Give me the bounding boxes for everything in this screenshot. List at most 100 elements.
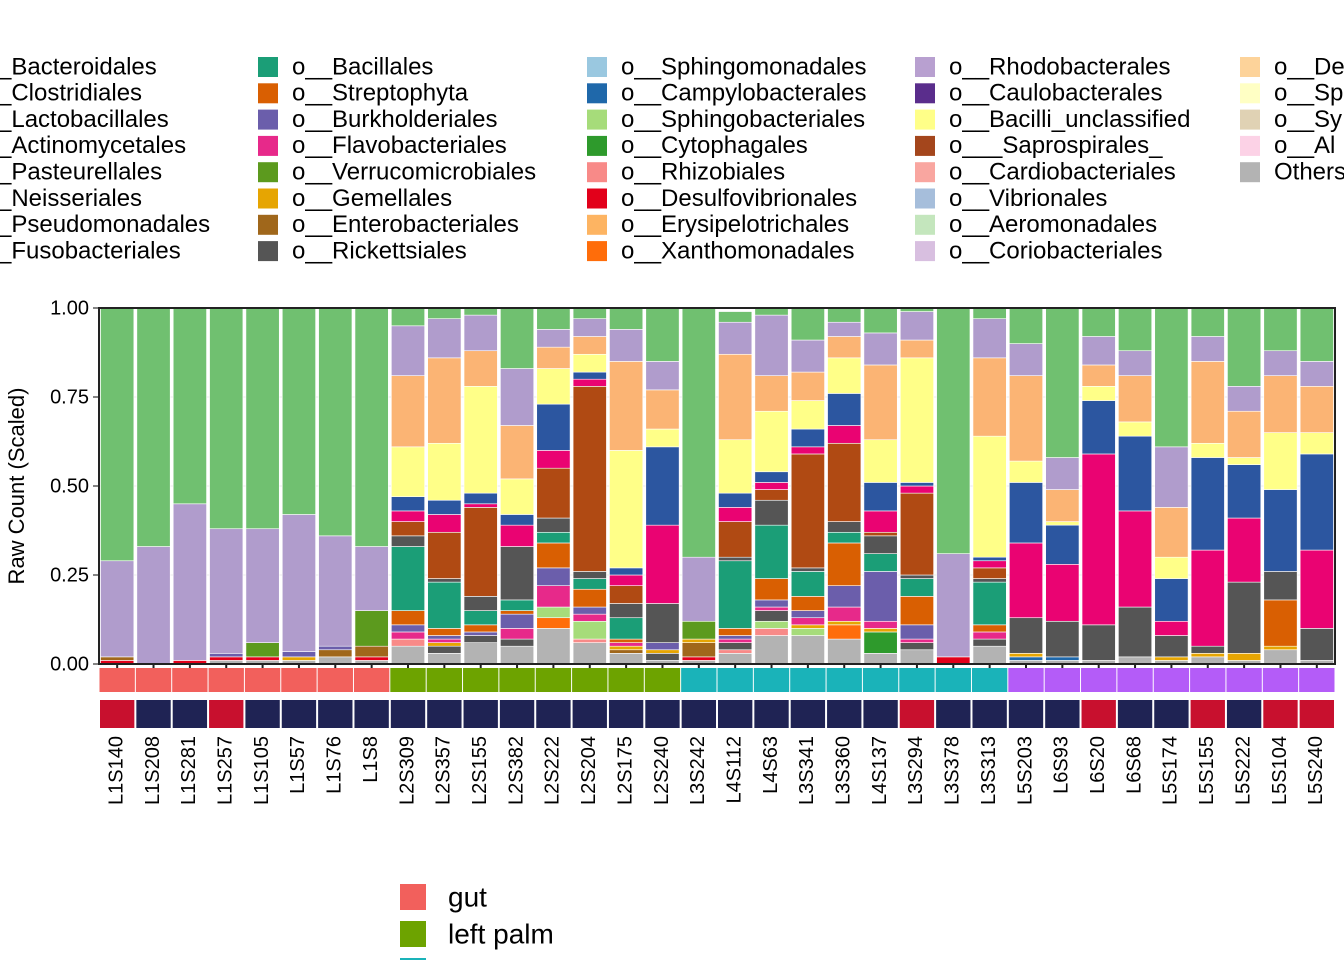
bar-segment [1045,307,1080,458]
bar-segment [863,307,898,334]
bar-segment [681,556,716,622]
bar-segment [500,638,535,647]
bar-segment [463,386,498,494]
bar-segment [318,535,353,647]
bar-segment [718,635,753,640]
bar-segment [827,620,862,626]
x-tick-label: L3S378 [942,736,964,805]
bar-segment [609,329,644,362]
bar-segment [827,442,862,522]
bar-segment [500,425,535,480]
bar-segment [718,653,753,665]
annotation-cell [427,700,462,728]
legend-swatch [915,162,935,183]
legend-swatch [587,83,607,104]
annotation-cell [899,700,935,728]
bar-segment [1190,361,1225,444]
legend-swatch [915,241,935,262]
bar-segment [718,521,753,558]
annotation-cell [972,700,1007,728]
bar-segment [281,514,316,652]
bar-segment [572,307,607,319]
bar-segment [1263,307,1298,352]
bar-segment [645,603,680,643]
x-tick-label: L1S208 [142,736,164,805]
bar-segment [318,307,353,537]
bar-segment [609,603,644,619]
bar-segment [281,656,316,661]
bar-segment [463,507,498,597]
annotation-cell [1008,668,1044,692]
bar-segment [354,610,389,647]
bar-segment [972,567,1007,579]
legend-swatch [915,214,935,235]
legend-swatch [915,135,935,156]
x-tick-label: L3S294 [905,736,927,805]
legend-label: o__Cardiobacteriales [949,159,1176,186]
bar-segment [572,606,607,615]
bar-segment [1081,364,1116,387]
bar-segment [645,428,680,448]
x-tick-label: L3S360 [833,736,855,805]
bar-segment [1009,307,1043,344]
bar-segment [609,642,644,647]
bar-segment [609,574,644,586]
annotation-cell [1226,700,1262,728]
site-legend-swatch [400,958,426,960]
bar-segment [1154,307,1189,448]
annotation-cell [754,700,789,728]
legend-swatch [258,83,278,104]
bar-segment [609,567,644,576]
bar-segment [863,332,898,366]
x-tick-label: L5S240 [1305,736,1327,805]
bar-segment [754,599,789,608]
legend-label: o__Streptophyta [292,80,469,107]
bar-segment [1299,361,1334,387]
bar-segment [1190,442,1225,458]
annotation-cell [100,700,135,728]
y-tick-label: 0.00 [50,653,89,675]
x-tick-label: L1S281 [178,736,200,805]
bar-segment [427,531,462,579]
bar-segment [718,560,753,629]
bar-segment [936,553,971,658]
bar-segment [790,307,825,341]
bar-segment [1118,375,1153,423]
y-tick-label: 1.00 [50,297,89,319]
bar-segment [500,368,535,426]
bar-segment [536,450,571,469]
bar-segment [754,524,789,579]
legend-swatch [1240,83,1260,104]
legend-label: o__De [1274,53,1344,80]
bar-segment [754,628,789,636]
bar-segment [1227,517,1262,583]
bar-segment [1190,457,1225,551]
bar-segment [281,307,316,515]
bar-segment [645,307,680,362]
x-tick-label: L2S240 [651,736,673,805]
bar-segment [1154,446,1189,508]
legend-label: o__Enterobacteriales [292,211,519,238]
bar-segment [972,631,1007,640]
annotation-cell [1117,668,1153,692]
annotation-cell [463,668,499,692]
bar-segment [1299,432,1334,455]
annotation-cell [1044,668,1081,692]
bar-segment [572,571,607,579]
bar-segment [827,606,862,622]
y-tick-label: 0.75 [50,386,89,408]
bar-segment [827,638,862,665]
x-tick-label: L2S175 [614,736,636,805]
legend-swatch [587,214,607,235]
bar-segment [790,571,825,597]
bar-segment [790,610,825,619]
annotation-cell [135,668,172,692]
bar-segment [1009,617,1043,654]
bar-segment [572,588,607,608]
legend-swatch [587,188,607,209]
bar-segment [863,571,898,622]
bar-segment [1263,432,1298,490]
bar-segment [463,492,498,505]
bar-segment [427,628,462,636]
